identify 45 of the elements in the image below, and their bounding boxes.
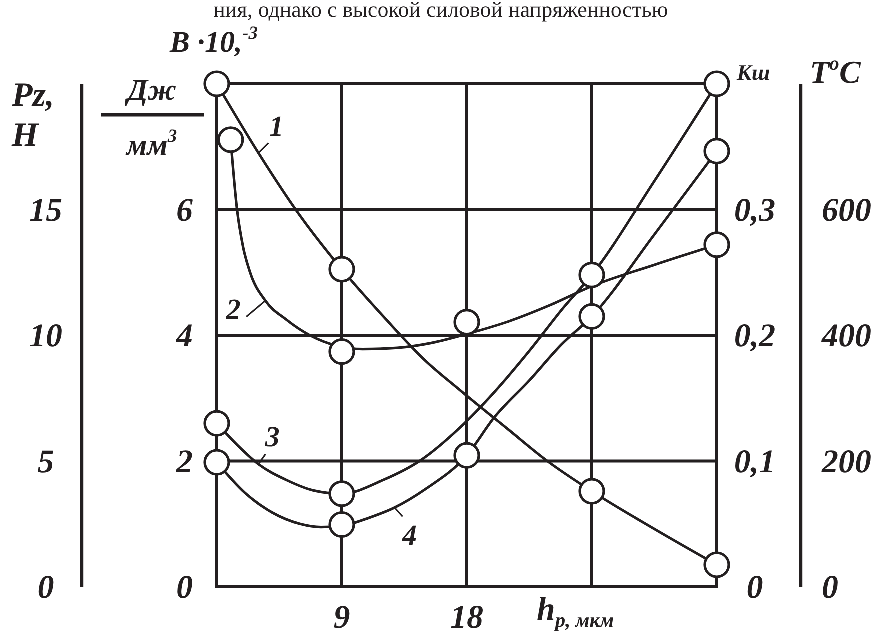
x-axis-title: h$_{p, мкм}$ — [537, 592, 614, 632]
point — [704, 138, 730, 165]
point — [578, 262, 606, 288]
y2-tick-label: 0 — [746, 570, 764, 606]
y-tick-label: 4 — [176, 318, 193, 354]
point — [204, 410, 230, 437]
x-tick-label: 18 — [450, 600, 484, 634]
text: B ·10,$^{-3}$ Дж мм$^{3}$ — [126, 23, 258, 162]
point — [704, 232, 730, 258]
x-tick-label: 9 — [334, 600, 350, 634]
series-label: 3 — [264, 421, 280, 454]
y3-tick-label: 200 — [821, 444, 872, 480]
y2-tick-label: 0,2 — [734, 318, 776, 354]
text: 5 — [38, 444, 54, 480]
text: 0 — [38, 570, 54, 606]
y3-axis-title: T$^{o}$C — [810, 52, 862, 90]
text: ния, однако с высокой силовой напряженностью — [214, 0, 668, 22]
text: 10 — [30, 318, 62, 354]
y2-tick-label: 0,3 — [734, 192, 776, 229]
point — [578, 478, 606, 505]
y-tick-label: 0 — [176, 570, 193, 606]
point — [328, 256, 356, 283]
text: 15 — [30, 192, 62, 229]
text: Pz, H — [11, 77, 54, 154]
point — [328, 511, 356, 538]
point — [704, 552, 730, 578]
point — [328, 338, 356, 366]
point — [578, 303, 606, 330]
series-label: 4 — [402, 520, 418, 552]
point — [454, 442, 480, 469]
y-tick-label: 6 — [176, 192, 194, 229]
series-label: 2 — [225, 294, 241, 326]
legend-label: 1 — [269, 111, 284, 144]
point — [204, 70, 230, 98]
y3-tick-label: 600 — [822, 192, 872, 229]
point — [704, 70, 730, 98]
y3-tick-label: 400 — [821, 318, 872, 354]
point — [204, 449, 230, 476]
point — [454, 308, 480, 336]
y2-tick-label: 0,1 — [734, 444, 776, 480]
y3-tick-label: 0 — [822, 570, 838, 606]
y-tick-label: 2 — [176, 444, 193, 480]
point — [218, 126, 244, 154]
y2-axis-title: Кш — [736, 60, 770, 85]
point — [328, 480, 356, 508]
